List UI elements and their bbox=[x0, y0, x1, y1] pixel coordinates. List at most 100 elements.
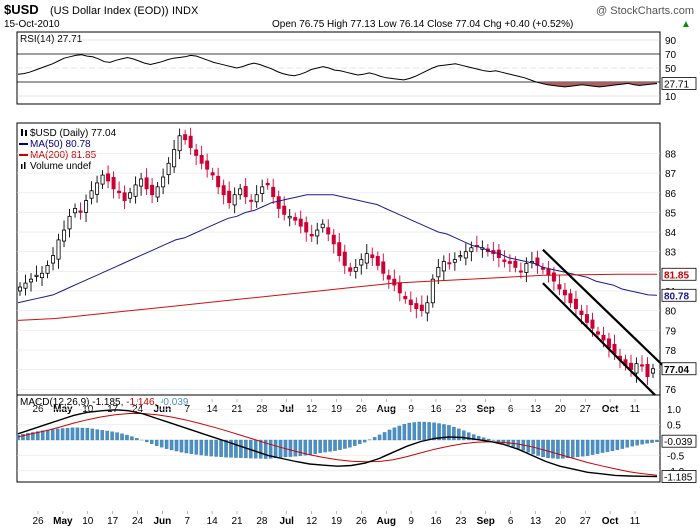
ma50-line bbox=[17, 194, 658, 304]
macd-histogram-bar bbox=[234, 439, 238, 458]
candle-body bbox=[419, 304, 424, 312]
macd-histogram-bar bbox=[159, 439, 164, 448]
candle-body bbox=[188, 135, 193, 148]
macd-histogram-bar bbox=[353, 439, 357, 446]
x-label-macd-20: 13 bbox=[530, 516, 542, 527]
legend-candle-icon bbox=[21, 129, 23, 136]
candle-body bbox=[447, 262, 452, 265]
x-label-macd-23: Oct bbox=[602, 516, 619, 527]
macd-histogram-bar bbox=[645, 439, 649, 444]
x-label-macd-10: Jul bbox=[280, 516, 295, 527]
symbol-subtitle: (US Dollar Index (EOD)) bbox=[50, 5, 169, 17]
macd-histogram-bar bbox=[164, 439, 169, 449]
x-label-macd-4: 24 bbox=[132, 516, 144, 527]
candle-body bbox=[315, 229, 320, 237]
candle-body bbox=[546, 268, 551, 276]
macd-histogram-bar bbox=[338, 439, 342, 450]
candle-body bbox=[414, 303, 419, 310]
candle-body bbox=[645, 364, 650, 378]
macd-histogram-bar bbox=[21, 434, 25, 441]
candle-body bbox=[359, 259, 364, 266]
macd-histogram-bar bbox=[323, 439, 327, 453]
x-label-macd-6: 7 bbox=[184, 516, 190, 527]
candle-body bbox=[155, 186, 160, 198]
macd-histogram-bar bbox=[80, 427, 85, 441]
macd-histogram-bar bbox=[541, 439, 545, 458]
channel-upper-line bbox=[542, 248, 664, 367]
candle-body bbox=[562, 289, 567, 296]
macd-histogram-bar bbox=[610, 439, 615, 452]
price-frame bbox=[16, 122, 661, 401]
price-tick-85: 85 bbox=[665, 208, 677, 219]
price-tick-84: 84 bbox=[665, 228, 677, 239]
macd-histogram-bar bbox=[635, 439, 639, 446]
x-label-macd-21: 20 bbox=[555, 516, 567, 527]
candle-body bbox=[45, 265, 50, 274]
candle-body bbox=[194, 149, 199, 156]
macd-histogram-bar bbox=[358, 439, 362, 445]
candle-body bbox=[590, 319, 595, 329]
x-label-macd-9: 28 bbox=[256, 516, 268, 527]
price-tick-86: 86 bbox=[665, 189, 677, 200]
rsi-oversold-fill bbox=[18, 82, 657, 87]
macd-histogram-bar bbox=[70, 427, 75, 441]
macd-histogram-bar bbox=[397, 425, 402, 441]
candle-body bbox=[254, 194, 259, 203]
candle-body bbox=[293, 217, 298, 221]
candle-body bbox=[298, 218, 303, 227]
candle-body bbox=[584, 314, 589, 323]
macd-histogram-bar bbox=[620, 439, 625, 449]
macd-value-box bbox=[661, 470, 697, 483]
candle-body bbox=[386, 275, 391, 280]
macd-histogram-bar bbox=[496, 439, 501, 442]
candle-body bbox=[227, 190, 232, 203]
macd-histogram-bar bbox=[204, 439, 208, 456]
macd-histogram-bar bbox=[273, 439, 278, 459]
macd-histogram-bar bbox=[471, 434, 476, 441]
macd-histogram-bar bbox=[407, 422, 412, 441]
candle-body bbox=[17, 286, 22, 292]
candle-body bbox=[84, 200, 89, 213]
macd-label: MACD(12,26,9) -1.185, -1.146, -0.039 bbox=[20, 397, 189, 408]
close-value-box bbox=[661, 362, 697, 376]
macd-histogram-bar bbox=[402, 424, 407, 441]
macd-histogram-bar bbox=[258, 439, 263, 459]
macd-label-name: MACD(12,26,9) bbox=[20, 397, 92, 408]
legend-label-2: MA(200) 81.85 bbox=[30, 150, 97, 161]
candle-body bbox=[287, 215, 292, 219]
macd-label-sep2: , bbox=[155, 397, 161, 408]
candle-body bbox=[309, 233, 314, 237]
x-label-macd-24: 11 bbox=[630, 516, 641, 527]
macd-value-text: -1.185 bbox=[664, 472, 693, 483]
candle-body bbox=[342, 251, 347, 266]
x-label-macd-0: 26 bbox=[32, 516, 44, 527]
candle-body bbox=[232, 194, 237, 206]
candle-body bbox=[249, 199, 254, 202]
macd-histogram-bar bbox=[239, 439, 243, 458]
ma200-line bbox=[17, 273, 657, 321]
macd-histogram-bar bbox=[392, 427, 397, 441]
macd-label-signal: -1.146 bbox=[126, 397, 155, 408]
macd-histogram-bar bbox=[36, 431, 40, 441]
candle-body bbox=[260, 186, 265, 194]
candle-body bbox=[166, 162, 171, 176]
rsi-tick-90: 90 bbox=[665, 36, 677, 47]
legend-volume-icon-2 bbox=[24, 162, 26, 169]
macd-histogram-bar bbox=[75, 427, 80, 441]
macd-histogram-bar bbox=[412, 422, 417, 441]
macd-histogram-bar bbox=[308, 439, 313, 455]
macd-histogram-bar bbox=[174, 439, 179, 452]
candle-body bbox=[375, 255, 380, 266]
rsi-value-text: 27.71 bbox=[664, 80, 689, 91]
x-label-macd-3: 17 bbox=[107, 516, 119, 527]
macd-histogram-bar bbox=[372, 437, 377, 441]
macd-histogram-bar bbox=[254, 439, 258, 459]
candle-body bbox=[243, 186, 248, 198]
macd-histogram-bar bbox=[442, 424, 446, 441]
candle-body bbox=[172, 149, 177, 168]
macd-histogram-bar bbox=[432, 422, 436, 441]
macd-histogram-bar bbox=[199, 439, 204, 456]
macd-histogram-bar bbox=[90, 428, 95, 441]
ma50-value-box bbox=[661, 288, 697, 302]
chart-marks: 907050301027.717677787980818283848586878… bbox=[16, 36, 697, 527]
